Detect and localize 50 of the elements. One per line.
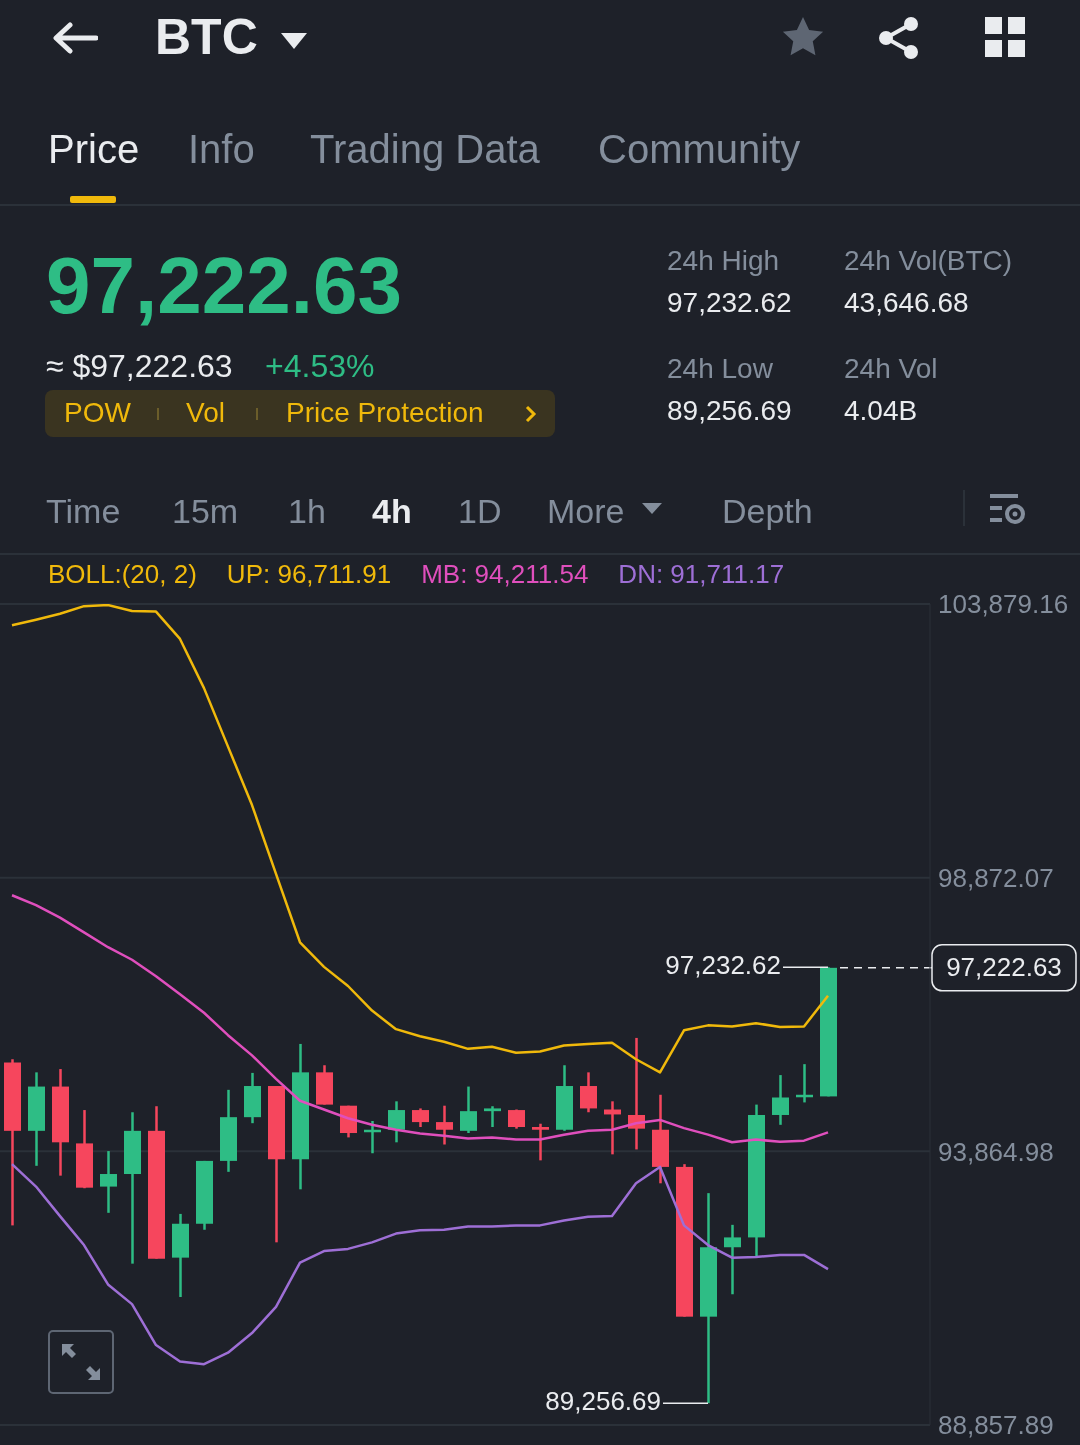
line-series — [10, 1162, 830, 1366]
candlestick — [388, 1100, 405, 1144]
text: Time — [46, 492, 121, 532]
candlestick — [532, 1122, 549, 1162]
text: 15m — [172, 492, 239, 532]
text: ≈ $97,222.63 — [46, 348, 233, 385]
y-tick-label: 98,872.07 — [938, 862, 1054, 893]
text: 97,232.62 — [667, 287, 792, 320]
annotation: 97,232.62 — [665, 950, 781, 981]
text: Depth — [722, 492, 813, 532]
candlestick — [436, 1104, 453, 1146]
y-tick-label: 103,879.16 — [938, 589, 1069, 620]
text: More — [547, 492, 625, 532]
candlestick — [580, 1071, 597, 1114]
text: 24h High — [667, 245, 780, 278]
candlestick — [484, 1104, 501, 1129]
annotation: 89,256.69 — [545, 1386, 661, 1417]
candlestick — [460, 1085, 477, 1135]
text: 89,256.69 — [667, 395, 792, 428]
text: 43,646.68 — [844, 287, 969, 320]
text: Price — [48, 126, 140, 172]
text: 4h — [372, 492, 412, 532]
y-tick-label: 88,857.89 — [938, 1410, 1054, 1441]
line-series — [10, 894, 830, 1144]
text: DN: 91,711.17 — [618, 559, 785, 590]
chart-title: BTC — [155, 8, 259, 66]
text: 97,222.63 — [46, 240, 402, 332]
text: +4.53% — [265, 348, 375, 385]
y-tick-label: 93,864.98 — [938, 1136, 1054, 1167]
text: 24h Vol — [844, 353, 938, 386]
text: Community — [598, 126, 801, 172]
candlestick — [724, 1223, 741, 1296]
text: 24h Vol(BTC) — [844, 245, 1013, 278]
candlestick — [100, 1149, 117, 1215]
text: Price Protection — [286, 397, 484, 430]
text: Info — [188, 126, 255, 172]
ref-line-label: 97,222.63 — [946, 951, 1062, 982]
text: 4.04B — [844, 395, 918, 428]
text: Vol — [186, 397, 225, 430]
candlestick — [772, 1073, 789, 1127]
legend-title: BOLL:(20, 2) — [48, 559, 197, 590]
text: 1h — [288, 492, 326, 532]
text: MB: 94,211.54 — [421, 559, 589, 590]
text: 1D — [458, 492, 502, 532]
text: 24h Low — [667, 353, 773, 386]
text: UP: 96,711.91 — [226, 559, 392, 590]
candlestick — [412, 1107, 429, 1129]
text: POW — [64, 397, 131, 430]
text: Trading Data — [310, 126, 540, 172]
line-series — [10, 604, 830, 1074]
